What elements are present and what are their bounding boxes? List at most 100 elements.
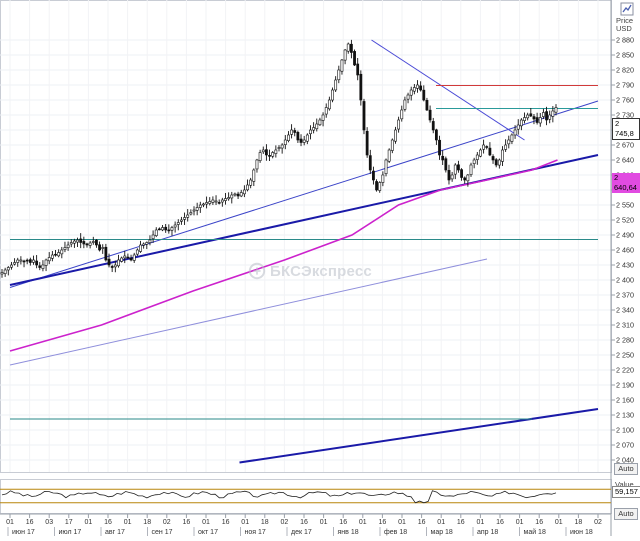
indicator-auto-button[interactable]: Auto	[614, 508, 638, 520]
brand-logo-icon	[248, 262, 266, 280]
candle	[220, 197, 224, 207]
candle	[57, 249, 61, 258]
candle	[132, 252, 136, 263]
trend-line-2	[239, 408, 599, 464]
month-tick-label: май 18	[524, 528, 546, 536]
candle	[60, 246, 64, 259]
day-tick-label: 01	[85, 519, 93, 526]
candle	[41, 260, 45, 272]
candle	[129, 254, 133, 262]
candle	[545, 106, 548, 126]
candle	[113, 260, 117, 273]
candle	[25, 258, 29, 265]
candle	[428, 105, 432, 123]
day-tick-label: 16	[26, 519, 34, 526]
candle	[315, 118, 319, 132]
day-tick-label: 16	[457, 519, 465, 526]
candle	[32, 255, 35, 265]
day-tick-label: 02	[163, 519, 171, 526]
price-tick-label: 2 370	[616, 291, 634, 300]
top-right-icon[interactable]	[620, 2, 634, 16]
candle	[510, 133, 514, 145]
candle	[438, 135, 441, 160]
candle	[290, 124, 293, 139]
candle	[63, 241, 67, 253]
day-tick-label: 01	[359, 519, 367, 526]
candle	[126, 253, 130, 259]
candle	[453, 163, 457, 180]
candle	[6, 266, 10, 276]
day-tick-label: 01	[320, 519, 328, 526]
candle	[485, 145, 489, 150]
candle	[305, 133, 309, 145]
price-tick-label: 2 460	[616, 246, 634, 255]
price-auto-button[interactable]: Auto	[614, 463, 638, 475]
candle	[170, 225, 174, 236]
currency-header-label: USD	[616, 24, 632, 33]
candle	[151, 230, 155, 243]
candle	[38, 262, 42, 271]
day-tick-label: 01	[6, 519, 14, 526]
month-tick-label: сен 17	[152, 529, 173, 536]
candle	[529, 107, 533, 118]
candle	[331, 87, 334, 103]
candle	[542, 108, 545, 120]
candle	[249, 177, 253, 189]
candle	[362, 98, 366, 135]
day-tick-label: 16	[535, 519, 543, 526]
day-tick-label: 16	[418, 519, 426, 526]
candle	[287, 131, 290, 143]
candle	[192, 206, 196, 216]
candle	[258, 149, 262, 163]
candle	[532, 113, 536, 125]
candle	[148, 235, 152, 246]
moving-average-line	[9, 159, 558, 352]
candle	[107, 253, 111, 268]
candle	[463, 176, 467, 184]
candle	[403, 96, 407, 112]
price-tick-label: 2 790	[616, 81, 634, 90]
candle	[227, 192, 231, 201]
candle	[416, 80, 419, 93]
day-tick-label: 16	[496, 519, 504, 526]
candle	[334, 76, 338, 93]
candle	[104, 243, 108, 262]
candle	[217, 199, 221, 205]
candle	[16, 257, 20, 267]
candle	[91, 236, 95, 245]
candle	[526, 112, 530, 121]
candle	[252, 168, 256, 187]
price-tick-label: 2 340	[616, 306, 634, 315]
candle	[265, 144, 268, 161]
candle	[302, 135, 306, 146]
candle	[312, 122, 316, 134]
candle	[280, 143, 284, 154]
day-tick-label: 18	[575, 519, 583, 526]
candle	[372, 166, 375, 185]
candle	[205, 196, 209, 209]
candle	[479, 148, 482, 158]
candle	[198, 201, 202, 213]
candle	[123, 250, 127, 264]
candle	[189, 209, 193, 216]
day-tick-label: 16	[222, 519, 230, 526]
day-tick-label: 16	[339, 519, 347, 526]
day-tick-label: 01	[124, 519, 132, 526]
candle	[497, 158, 501, 169]
candle	[50, 250, 54, 262]
candle	[173, 221, 177, 233]
watermark: БКСЭкспресс	[248, 262, 372, 280]
candle	[365, 127, 369, 158]
candle	[277, 145, 281, 152]
candle	[444, 156, 448, 173]
price-tick-label: 2 160	[616, 396, 634, 405]
candle	[79, 233, 83, 249]
candle	[551, 106, 555, 123]
candle	[186, 209, 190, 222]
candle	[101, 244, 105, 254]
candle	[535, 112, 539, 125]
candle	[406, 92, 410, 104]
candle	[154, 227, 158, 238]
candle	[28, 257, 32, 266]
